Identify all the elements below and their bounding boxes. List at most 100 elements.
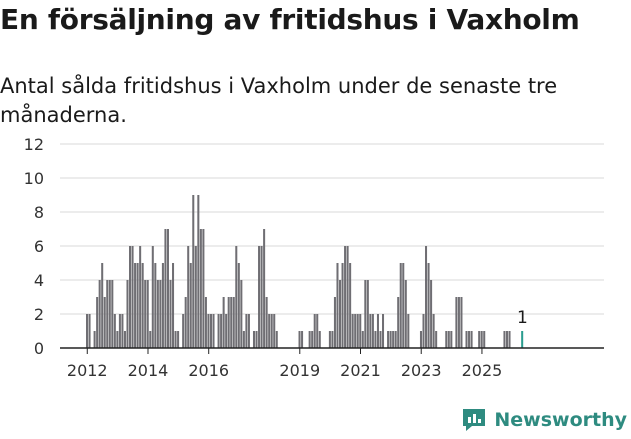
bar bbox=[457, 297, 460, 348]
bar bbox=[260, 246, 263, 348]
bar bbox=[184, 297, 187, 348]
bar bbox=[379, 331, 382, 348]
bar bbox=[161, 263, 164, 348]
bar bbox=[141, 263, 144, 348]
bar bbox=[166, 229, 169, 348]
bar bbox=[359, 314, 362, 348]
bar bbox=[204, 297, 207, 348]
bar bbox=[252, 331, 256, 348]
bar bbox=[387, 331, 390, 348]
brand-logo: Newsworthy bbox=[461, 407, 627, 433]
y-tick-label: 12 bbox=[24, 135, 44, 154]
bar bbox=[399, 263, 402, 348]
bar bbox=[232, 297, 235, 348]
bar bbox=[93, 331, 96, 348]
bar bbox=[265, 297, 268, 348]
bar bbox=[344, 246, 347, 348]
bar bbox=[298, 331, 301, 348]
bar bbox=[374, 331, 377, 348]
y-tick-label: 2 bbox=[34, 305, 44, 324]
bar bbox=[468, 331, 471, 348]
bar bbox=[131, 246, 134, 348]
bar bbox=[455, 297, 458, 348]
bar bbox=[508, 331, 511, 348]
bar bbox=[389, 331, 392, 348]
bar bbox=[194, 246, 197, 348]
bar bbox=[361, 331, 364, 348]
bar bbox=[356, 314, 359, 348]
brand-name: Newsworthy bbox=[494, 409, 627, 431]
bar bbox=[199, 229, 202, 348]
bar bbox=[144, 280, 147, 348]
bar bbox=[255, 331, 258, 348]
bar bbox=[192, 195, 195, 348]
bar bbox=[209, 314, 212, 348]
bar bbox=[432, 314, 435, 348]
x-tick-label: 2014 bbox=[128, 361, 169, 380]
bar bbox=[397, 297, 400, 348]
bar bbox=[174, 331, 177, 348]
bar bbox=[425, 246, 428, 348]
bar bbox=[207, 314, 210, 348]
bar bbox=[382, 314, 385, 348]
bar bbox=[172, 263, 175, 348]
y-tick-label: 10 bbox=[24, 169, 44, 188]
bar bbox=[96, 297, 99, 348]
x-tick-label: 2019 bbox=[279, 361, 320, 380]
bar bbox=[366, 280, 369, 348]
bar bbox=[106, 280, 109, 348]
newsworthy-logo-icon bbox=[463, 409, 486, 431]
bar bbox=[177, 331, 180, 348]
bar bbox=[483, 331, 486, 348]
bar bbox=[505, 331, 509, 348]
bar bbox=[129, 246, 132, 348]
bar bbox=[371, 314, 374, 348]
bar bbox=[164, 229, 167, 348]
bar bbox=[328, 331, 331, 348]
bar-chart: 0 2 4 6 8 10 12 2012 2014 2016 2019 2021 2023 2025 1 bbox=[24, 135, 604, 380]
bar bbox=[134, 263, 137, 348]
bar bbox=[341, 263, 344, 348]
bar bbox=[245, 314, 248, 348]
chart-subtitle: Antal sålda fritidshus i Vaxholm under d… bbox=[0, 74, 558, 127]
bar bbox=[311, 331, 314, 348]
bar bbox=[118, 314, 121, 348]
bar bbox=[349, 263, 352, 348]
bar bbox=[154, 263, 157, 348]
bar bbox=[113, 314, 116, 348]
bar bbox=[149, 331, 152, 348]
bar bbox=[470, 331, 473, 348]
bar bbox=[197, 195, 200, 348]
bar bbox=[86, 314, 89, 348]
bar bbox=[419, 331, 422, 348]
bar bbox=[103, 297, 106, 348]
y-tick-label: 6 bbox=[34, 237, 44, 256]
bar bbox=[202, 229, 205, 348]
x-tick-label: 2012 bbox=[67, 361, 108, 380]
bar bbox=[108, 280, 111, 348]
bar bbox=[227, 297, 230, 348]
bar bbox=[268, 314, 271, 348]
bar bbox=[465, 331, 468, 348]
bar bbox=[98, 280, 101, 348]
bar bbox=[404, 280, 407, 348]
bar bbox=[376, 314, 379, 348]
bar bbox=[333, 297, 336, 348]
latest-value-label: 1 bbox=[517, 308, 528, 328]
bar bbox=[351, 314, 354, 348]
bar bbox=[111, 280, 114, 348]
bar bbox=[407, 314, 410, 348]
bar bbox=[237, 263, 240, 348]
bar bbox=[460, 297, 463, 348]
bar bbox=[136, 263, 139, 348]
bar bbox=[121, 314, 124, 348]
bar bbox=[247, 314, 250, 348]
bar bbox=[445, 331, 448, 348]
bar bbox=[480, 331, 483, 348]
bar bbox=[275, 331, 278, 348]
x-tick-label: 2023 bbox=[401, 361, 442, 380]
bar bbox=[139, 246, 142, 348]
bar bbox=[217, 314, 220, 348]
bar bbox=[126, 280, 129, 348]
bar bbox=[346, 246, 349, 348]
